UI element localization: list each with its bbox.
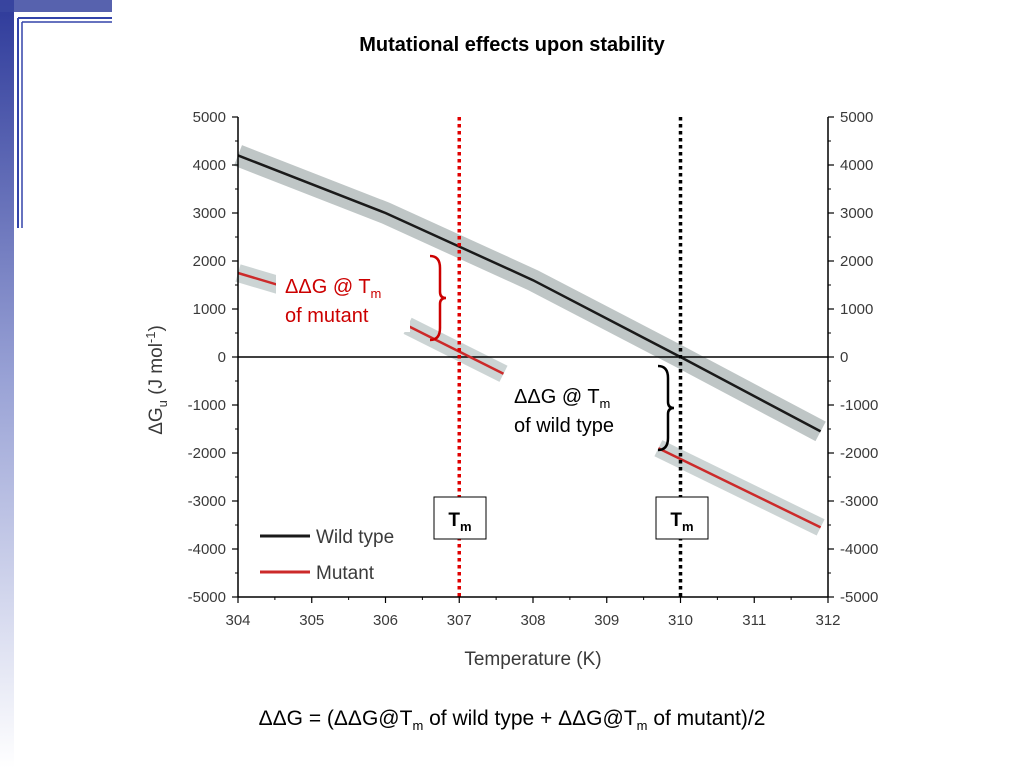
y-tick-label-left-0: 5000 [193, 109, 226, 126]
wild-type-brace [657, 364, 675, 452]
x-tick-label-7: 311 [742, 612, 766, 629]
y-axis-title-rest2: ) [146, 325, 167, 331]
y-tick-label-right-5: 0 [840, 349, 848, 366]
y-tick-label-left-8: -3000 [188, 493, 226, 510]
tm-box-mutant-text: Tm [448, 510, 471, 534]
tm-box-mutant-sub: m [460, 519, 472, 534]
legend-mutant-label: Mutant [316, 563, 375, 584]
tm-box-wild-sub: m [682, 519, 694, 534]
confidence-bands [233, 145, 826, 536]
y-tick-label-left-9: -4000 [188, 541, 226, 558]
wild-type-annotation-line1: ΔΔG @ Tm [514, 386, 610, 411]
y-tick-label-right-7: -2000 [840, 445, 878, 462]
y-axis-title: ΔGu (J mol-1) [143, 325, 170, 435]
legend-wild-type-label: Wild type [316, 527, 394, 548]
y-axis-title-sub: u [155, 400, 170, 407]
y-tick-label-right-4: 1000 [840, 301, 873, 318]
x-tick-label-0: 304 [225, 612, 250, 629]
y-tick-label-left-3: 2000 [193, 253, 226, 270]
y-tick-label-right-8: -3000 [840, 493, 878, 510]
y-tick-label-right-3: 2000 [840, 253, 873, 270]
mutant-annotation-backdrop [276, 268, 410, 332]
y-tick-label-right-9: -4000 [840, 541, 878, 558]
legend: Wild type Mutant [260, 527, 394, 584]
formula-sub1: m [412, 718, 424, 734]
wild-type-annotation-line2: of wild type [514, 415, 614, 437]
mutant-brace [429, 254, 447, 342]
y-tick-label-right-2: 3000 [840, 205, 873, 222]
x-tick-label-2: 306 [373, 612, 398, 629]
mutant-annotation-line1: ΔΔG @ Tm [285, 276, 381, 301]
x-axis-title: Temperature (K) [464, 649, 601, 670]
wild-type-line [237, 154, 822, 433]
right-axis-ticks: 5000 4000 3000 2000 1000 0 -1000 -2000 -3000 -400… [828, 109, 878, 606]
mutant-annotation-prefix: ΔΔG @ T [285, 276, 371, 298]
y-tick-label-left-10: -5000 [188, 589, 226, 606]
wild-type-annotation-prefix: ΔΔG @ T [514, 386, 600, 408]
ddg-formula: ΔΔG = (ΔΔG@Tm of wild type + ΔΔG@Tm of m… [0, 707, 1024, 733]
formula-part2: of wild type + ΔΔG@T [423, 707, 637, 730]
formula-part1: ΔΔG = (ΔΔG@T [258, 707, 413, 730]
y-tick-label-left-1: 4000 [193, 157, 226, 174]
series-lines [237, 154, 822, 529]
x-tick-label-6: 310 [668, 612, 693, 629]
wild-type-annotation-sub: m [600, 396, 611, 411]
left-axis-ticks: 5000 4000 3000 2000 1000 0 -1000 -2000 -3000 -400… [188, 109, 238, 606]
page-title: Mutational effects upon stability [359, 34, 665, 56]
wild-type-ddg-annotation: ΔΔG @ Tm of wild type [508, 364, 675, 452]
y-tick-label-right-6: -1000 [840, 397, 878, 414]
y-tick-label-right-10: -5000 [840, 589, 878, 606]
tm-box-mutant: Tm [433, 496, 487, 540]
tm-box-wild-text: Tm [670, 510, 693, 534]
y-tick-label-left-2: 3000 [193, 205, 226, 222]
mutant-ddg-annotation: ΔΔG @ Tm of mutant [276, 254, 447, 342]
mutant-annotation-sub: m [371, 286, 382, 301]
x-axis-ticks: 304 305 306 307 308 309 310 311 312 [225, 597, 841, 629]
mutant-annotation-line2: of mutant [285, 305, 369, 327]
y-tick-label-right-1: 4000 [840, 157, 873, 174]
y-tick-label-left-6: -1000 [188, 397, 226, 414]
tm-box-wild: Tm [655, 496, 709, 540]
sidebar-gradient [0, 0, 14, 768]
x-tick-label-8: 312 [815, 612, 840, 629]
mutant-line-2 [657, 447, 822, 529]
formula-part3: of mutant)/2 [647, 707, 766, 730]
mutant-line-1 [407, 324, 505, 375]
tm-box-wild-main: T [670, 510, 682, 531]
y-tick-label-right-0: 5000 [840, 109, 873, 126]
y-tick-label-left-4: 1000 [193, 301, 226, 318]
y-tick-label-left-5: 0 [218, 349, 226, 366]
wild-type-annotation-backdrop [508, 378, 656, 442]
tm-box-mutant-frame [433, 496, 487, 540]
top-accent-bar [0, 0, 112, 12]
y-axis-title-rest1: (J mol [146, 343, 167, 400]
y-axis-title-sup: -1 [143, 332, 158, 344]
x-tick-label-1: 305 [299, 612, 324, 629]
y-axis-title-delta: ΔG [146, 407, 167, 434]
y-axis-title-group: ΔGu (J mol-1) [143, 325, 170, 435]
y-tick-label-left-7: -2000 [188, 445, 226, 462]
x-tick-label-3: 307 [447, 612, 472, 629]
x-tick-label-5: 309 [594, 612, 619, 629]
formula-sub2: m [636, 718, 648, 734]
tm-box-wild-frame [655, 496, 709, 540]
x-tick-label-4: 308 [520, 612, 545, 629]
tm-box-mutant-main: T [448, 510, 460, 531]
